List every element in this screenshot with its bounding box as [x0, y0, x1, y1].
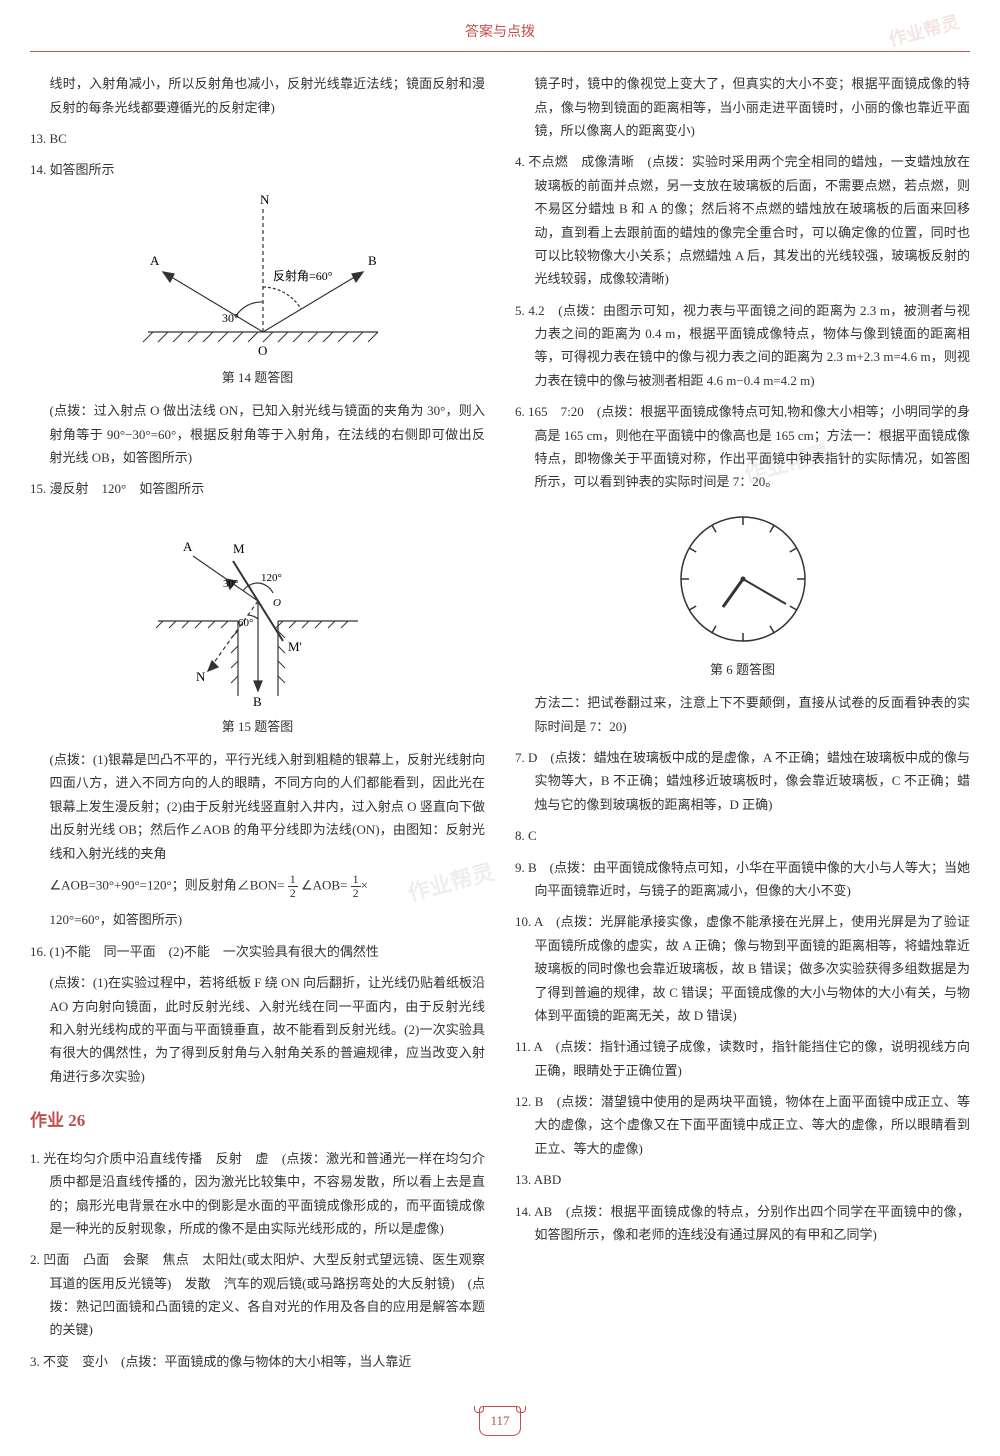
- header-watermark: 作业帮灵: [885, 6, 963, 56]
- q8: 8. C: [515, 824, 970, 847]
- fig14-N: N: [260, 192, 270, 207]
- q3-cont: 镜子时，镜中的像视觉上变大了，但真实的大小不变；根据平面镜成像的特点，像与物到镜…: [515, 72, 970, 142]
- item-15-expB: ∠AOB=30°+90°=120°；则反射角∠BON= 12 ∠AOB= 12×…: [30, 873, 485, 900]
- q7: 7. D (点拨：蜡烛在玻璃板中成的是虚像，A 不正确；蜡烛在玻璃板中成的像与实…: [515, 746, 970, 816]
- hw26-q3: 3. 不变 变小 (点拨：平面镜成的像与物体的大小相等，当人靠近: [30, 1350, 485, 1373]
- fig14-A: A: [150, 253, 160, 268]
- q10: 10. A (点拨：光屏能承接实像，虚像不能承接在光屏上，使用光屏是为了验证平面…: [515, 910, 970, 1027]
- left-column: 线时，入射角减小，所以反射角也减小，反射光线靠近法线；镜面反射和漫反射的每条光线…: [30, 72, 485, 1381]
- item-13: 13. BC: [30, 127, 485, 150]
- q6b: 方法二：把试卷翻过来，注意上下不要颠倒，直接从试卷的反面看钟表的实际时间是 7：…: [515, 691, 970, 738]
- figure-15-caption: 第 15 题答图: [30, 715, 485, 738]
- section-hw26: 作业 26: [30, 1106, 485, 1137]
- fig15-B: B: [253, 694, 262, 709]
- page-title: 答案与点拨: [465, 25, 535, 40]
- fig15-60: 60°: [238, 617, 253, 629]
- q9: 9. B (点拨：由平面镜成像特点可知，小华在平面镜中像的大小与人等大；当她向平…: [515, 856, 970, 903]
- fig15-Mp: M': [288, 639, 302, 654]
- figure-15: A M M' N B O 30° 120° 60° 第 15 题答图: [30, 511, 485, 738]
- q6a: 6. 165 7:20 (点拨：根据平面镜成像特点可知,物和像大小相等；小明同学…: [515, 400, 970, 494]
- fig14-reflect: 反射角=60°: [273, 268, 333, 283]
- fig15-120: 120°: [261, 572, 282, 584]
- item-15-expC: 120°=60°，如答图所示): [30, 908, 485, 931]
- fig15-30: 30°: [223, 578, 238, 590]
- exp15b-pre: ∠AOB=30°+90°=120°；则反射角∠BON=: [50, 878, 285, 893]
- right-column: 镜子时，镜中的像视觉上变大了，但真实的大小不变；根据平面镜成像的特点，像与物到镜…: [515, 72, 970, 1381]
- fig15-A: A: [183, 539, 193, 554]
- item-15-expA: (点拨：(1)银幕是凹凸不平的，平行光线入射到粗糙的银幕上，反射光线射向四面八方…: [30, 748, 485, 865]
- q11: 11. A (点拨：指针通过镜子成像，读数时，指针能挡住它的像，说明视线方向正确…: [515, 1035, 970, 1082]
- q5: 5. 4.2 (点拨：由图示可知，视力表与平面镜之间的距离为 2.3 m，被测者…: [515, 299, 970, 393]
- figure-14-caption: 第 14 题答图: [30, 366, 485, 389]
- hw26-q2: 2. 凹面 凸面 会聚 焦点 太阳灶(或太阳炉、大型反射式望远镜、医生观察耳道的…: [30, 1248, 485, 1342]
- q13: 13. ABD: [515, 1168, 970, 1191]
- item-14: 14. 如答图所示: [30, 158, 485, 181]
- item-15: 15. 漫反射 120° 如答图所示: [30, 477, 485, 500]
- figure-6: 第 6 题答图 作业帮灵: [515, 504, 970, 681]
- fig14-O: O: [258, 343, 267, 358]
- pre-text: 线时，入射角减小，所以反射角也减小，反射光线靠近法线；镜面反射和漫反射的每条光线…: [30, 72, 485, 119]
- q14: 14. AB (点拨：根据平面镜成像的特点，分别作出四个同学在平面镜中的像，如答…: [515, 1200, 970, 1247]
- item-16b: (点拨：(1)在实验过程中，若将纸板 F 绕 ON 向后翻折，让光线仍贴着纸板沿…: [30, 971, 485, 1088]
- figure-6-caption: 第 6 题答图: [515, 658, 970, 681]
- page-number-wrap: 117: [30, 1406, 970, 1435]
- item-16a: 16. (1)不能 同一平面 (2)不能 一次实验具有很大的偶然性: [30, 940, 485, 963]
- fraction-half-1: 12: [288, 873, 298, 900]
- q12: 12. B (点拨：潜望镜中使用的是两块平面镜，物体在上面平面镜中成正立、等大的…: [515, 1090, 970, 1160]
- page-number: 117: [479, 1406, 520, 1435]
- fig15-M: M: [233, 541, 245, 556]
- fig15-O: O: [273, 597, 281, 609]
- item-14-exp: (点拨：过入射点 O 做出法线 ON，已知入射光线与镜面的夹角为 30°，则入射…: [30, 399, 485, 469]
- fig14-B: B: [368, 253, 377, 268]
- exp15b-post: ∠AOB=: [301, 878, 347, 893]
- q4: 4. 不点燃 成像清晰 (点拨：实验时采用两个完全相同的蜡烛，一支蜡烛放在玻璃板…: [515, 150, 970, 290]
- figure-14: N A B O 30° 反射角=60° 第 14 题答图: [30, 192, 485, 389]
- fraction-half-2: 12: [351, 873, 361, 900]
- hw26-q1: 1. 光在均匀介质中沿直线传播 反射 虚 (点拨：激光和普通光一样在均匀介质中都…: [30, 1147, 485, 1241]
- fig15-N: N: [196, 669, 206, 684]
- fig14-30: 30°: [222, 311, 239, 325]
